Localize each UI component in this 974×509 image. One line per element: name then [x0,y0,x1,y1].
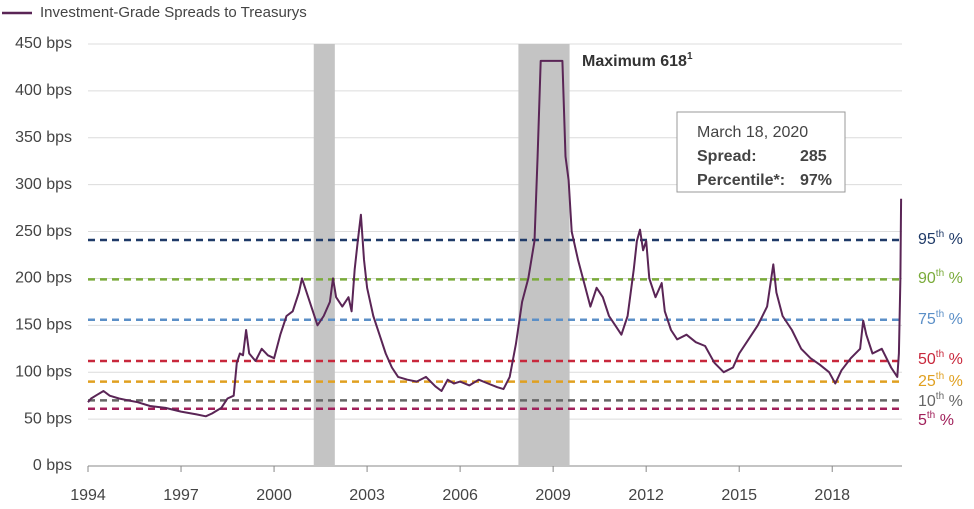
y-tick-label: 250 bps [15,223,72,240]
annotation-date: March 18, 2020 [697,124,808,141]
percentile-number: 25 [918,373,936,390]
percentile-unit: % [944,393,963,410]
percentile-suffix: th [936,268,944,279]
percentile-unit: % [944,270,963,287]
percentile-number: 75 [918,311,936,328]
percentile-number: 90 [918,270,936,287]
percentile-number: 50 [918,351,936,368]
percentile-number: 95 [918,231,936,248]
percentile-label: 10th % [918,391,963,411]
x-tick-label: 1997 [163,487,199,504]
recession-band [518,44,570,466]
percentile-label: 5th % [918,410,954,430]
percentile-suffix: th [927,410,935,421]
percentile-unit: % [935,412,954,429]
series-line [87,59,903,418]
percentile-unit: % [944,351,963,368]
x-tick-label: 1994 [70,487,106,504]
annotation-percentile-value: 97% [800,172,832,189]
maximum-sup: 1 [687,51,693,62]
percentile-number: 5 [918,412,927,429]
x-tick-label: 2003 [349,487,385,504]
percentile-suffix: th [936,371,944,382]
annotation-maximum: Maximum 6181 [582,51,693,71]
percentile-unit: % [944,373,963,390]
legend: Investment-Grade Spreads to Treasurys [2,4,307,21]
y-tick-label: 400 bps [15,82,72,99]
x-tick-label: 2015 [721,487,757,504]
y-tick-label: 50 bps [24,410,72,427]
percentile-number: 10 [918,393,936,410]
maximum-text: Maximum 618 [582,53,687,70]
x-tick-label: 2009 [535,487,571,504]
percentile-suffix: th [936,349,944,360]
percentile-label: 90th % [918,268,963,288]
percentile-label: 50th % [918,349,963,369]
y-tick-label: 0 bps [33,457,72,474]
percentile-unit: % [944,311,963,328]
x-tick-label: 2018 [814,487,850,504]
percentile-label: 25th % [918,371,963,391]
y-tick-label: 200 bps [15,270,72,287]
y-tick-label: 150 bps [15,317,72,334]
x-tick-label: 2000 [256,487,292,504]
percentile-label: 95th % [918,229,963,249]
recession-band [313,44,335,466]
percentile-suffix: th [936,391,944,402]
y-tick-label: 100 bps [15,363,72,380]
annotation-spread-value: 285 [800,148,827,165]
percentile-suffix: th [936,309,944,320]
annotation-spread-label: Spread: [697,148,757,165]
percentile-label: 75th % [918,309,963,329]
percentile-unit: % [944,231,963,248]
y-tick-label: 450 bps [15,35,72,52]
x-tick-label: 2012 [628,487,664,504]
annotation-box [676,111,846,193]
x-tick-label: 2006 [442,487,478,504]
plot-back: 0 bps 50 bps 100 bps 150 bps 200 bps 250 bps 3… [15,35,903,504]
annotation-percentile-label: Percentile*: [697,172,785,189]
percentile-suffix: th [936,229,944,240]
y-tick-label: 300 bps [15,176,72,193]
legend-label: Investment-Grade Spreads to Treasurys [40,4,307,21]
y-tick-label: 350 bps [15,129,72,146]
